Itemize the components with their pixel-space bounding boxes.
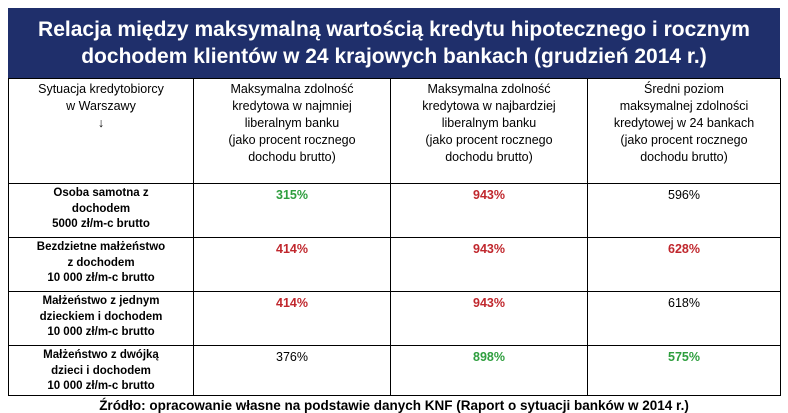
value-cell: 943% xyxy=(390,183,588,238)
row-label: Bezdzietne małżeństwo z dochodem 10 000 … xyxy=(8,237,194,292)
value-cell: 315% xyxy=(193,183,391,238)
value-cell: 628% xyxy=(587,237,781,292)
value: 618% xyxy=(668,296,700,310)
row-label-line: 5000 zł/m-c brutto xyxy=(52,218,150,230)
document: Relacja między maksymalną wartością kred… xyxy=(8,8,781,413)
header-text: dochodu brutto) xyxy=(248,150,336,164)
value: 315% xyxy=(276,188,308,202)
header-situation: Sytuacja kredytobiorcy w Warszawy ↓ xyxy=(8,78,194,184)
value: 943% xyxy=(473,296,505,310)
header-text: dochodu brutto) xyxy=(445,150,533,164)
value-cell: 943% xyxy=(390,237,588,292)
header-text: Średni poziom xyxy=(644,82,724,96)
header-text: kredytowej w 24 bankach xyxy=(613,116,755,130)
value-cell: 414% xyxy=(193,291,391,346)
value: 628% xyxy=(668,242,700,256)
value-cell: 575% xyxy=(587,345,781,396)
header-text: kredytowa w najbardziej xyxy=(422,99,556,113)
source-note: Źródło: opracowanie własne na podstawie … xyxy=(99,398,689,413)
header-text: liberalnym banku xyxy=(441,116,537,130)
comparison-table: Sytuacja kredytobiorcy w Warszawy ↓ Maks… xyxy=(8,78,781,396)
table-row: Osoba samotna z dochodem 5000 zł/m-c bru… xyxy=(8,183,781,238)
table-row: Bezdzietne małżeństwo z dochodem 10 000 … xyxy=(8,237,781,292)
row-label-line: dzieckiem i dochodem xyxy=(39,310,163,323)
header-text: liberalnym banku xyxy=(244,116,340,130)
row-label-line: dochodem xyxy=(71,202,131,215)
row-label: Małżeństwo z dwójką dzieci i dochodem 10… xyxy=(8,345,194,396)
header-most-liberal: Maksymalna zdolność kredytowa w najbardz… xyxy=(390,78,588,184)
value-cell: 596% xyxy=(587,183,781,238)
row-label: Osoba samotna z dochodem 5000 zł/m-c bru… xyxy=(8,183,194,238)
header-text: (jako procent rocznego xyxy=(425,133,553,147)
row-label-line: 10 000 zł/m-c brutto xyxy=(47,326,155,338)
row-label-line: Małżeństwo z jednym xyxy=(42,295,160,307)
title-line-1: Relacja między maksymalną wartością kred… xyxy=(38,18,750,41)
header-average: Średni poziom maksymalnej zdolności kred… xyxy=(587,78,781,184)
row-label: Małżeństwo z jednym dzieckiem i dochodem… xyxy=(8,291,194,346)
value-cell: 898% xyxy=(390,345,588,396)
value: 943% xyxy=(473,242,505,256)
row-label-line: Osoba samotna z xyxy=(53,187,149,199)
header-text: Sytuacja kredytobiorcy xyxy=(38,82,164,96)
value: 414% xyxy=(276,296,308,310)
row-label-line: Bezdzietne małżeństwo xyxy=(36,241,166,253)
row-label-line: 10 000 zł/m-c brutto xyxy=(47,380,155,392)
header-row: Sytuacja kredytobiorcy w Warszawy ↓ Maks… xyxy=(8,78,781,184)
header-text: (jako procent rocznego xyxy=(620,133,748,147)
value-cell: 618% xyxy=(587,291,781,346)
down-arrow-icon: ↓ xyxy=(97,116,105,130)
header-text: dochodu brutto) xyxy=(640,150,728,164)
header-text: (jako procent rocznego xyxy=(228,133,356,147)
row-label-line: z dochodem xyxy=(67,256,135,269)
header-text: maksymalnej zdolności xyxy=(619,99,749,113)
value: 376% xyxy=(276,350,308,364)
value: 596% xyxy=(668,188,700,202)
value: 898% xyxy=(473,350,505,364)
table-row: Małżeństwo z jednym dzieckiem i dochodem… xyxy=(8,291,781,346)
value: 414% xyxy=(276,242,308,256)
row-label-line: Małżeństwo z dwójką xyxy=(43,349,159,361)
value-cell: 943% xyxy=(390,291,588,346)
row-label-line: 10 000 zł/m-c brutto xyxy=(47,272,155,284)
row-label-line: dzieci i dochodem xyxy=(51,364,151,377)
value-cell: 376% xyxy=(193,345,391,396)
value-cell: 414% xyxy=(193,237,391,292)
header-text: kredytowa w najmniej xyxy=(232,99,352,113)
title-line-2: dochodem klientów w 24 krajowych bankach… xyxy=(81,45,707,68)
table-row: Małżeństwo z dwójką dzieci i dochodem 10… xyxy=(8,345,781,396)
value: 575% xyxy=(668,350,700,364)
header-text: Maksymalna zdolność xyxy=(427,82,551,96)
header-text: w Warszawy xyxy=(66,99,136,113)
header-least-liberal: Maksymalna zdolność kredytowa w najmniej… xyxy=(193,78,391,184)
value: 943% xyxy=(473,188,505,202)
header-text: Maksymalna zdolność xyxy=(230,82,354,96)
table-title: Relacja między maksymalną wartością kred… xyxy=(8,8,780,78)
